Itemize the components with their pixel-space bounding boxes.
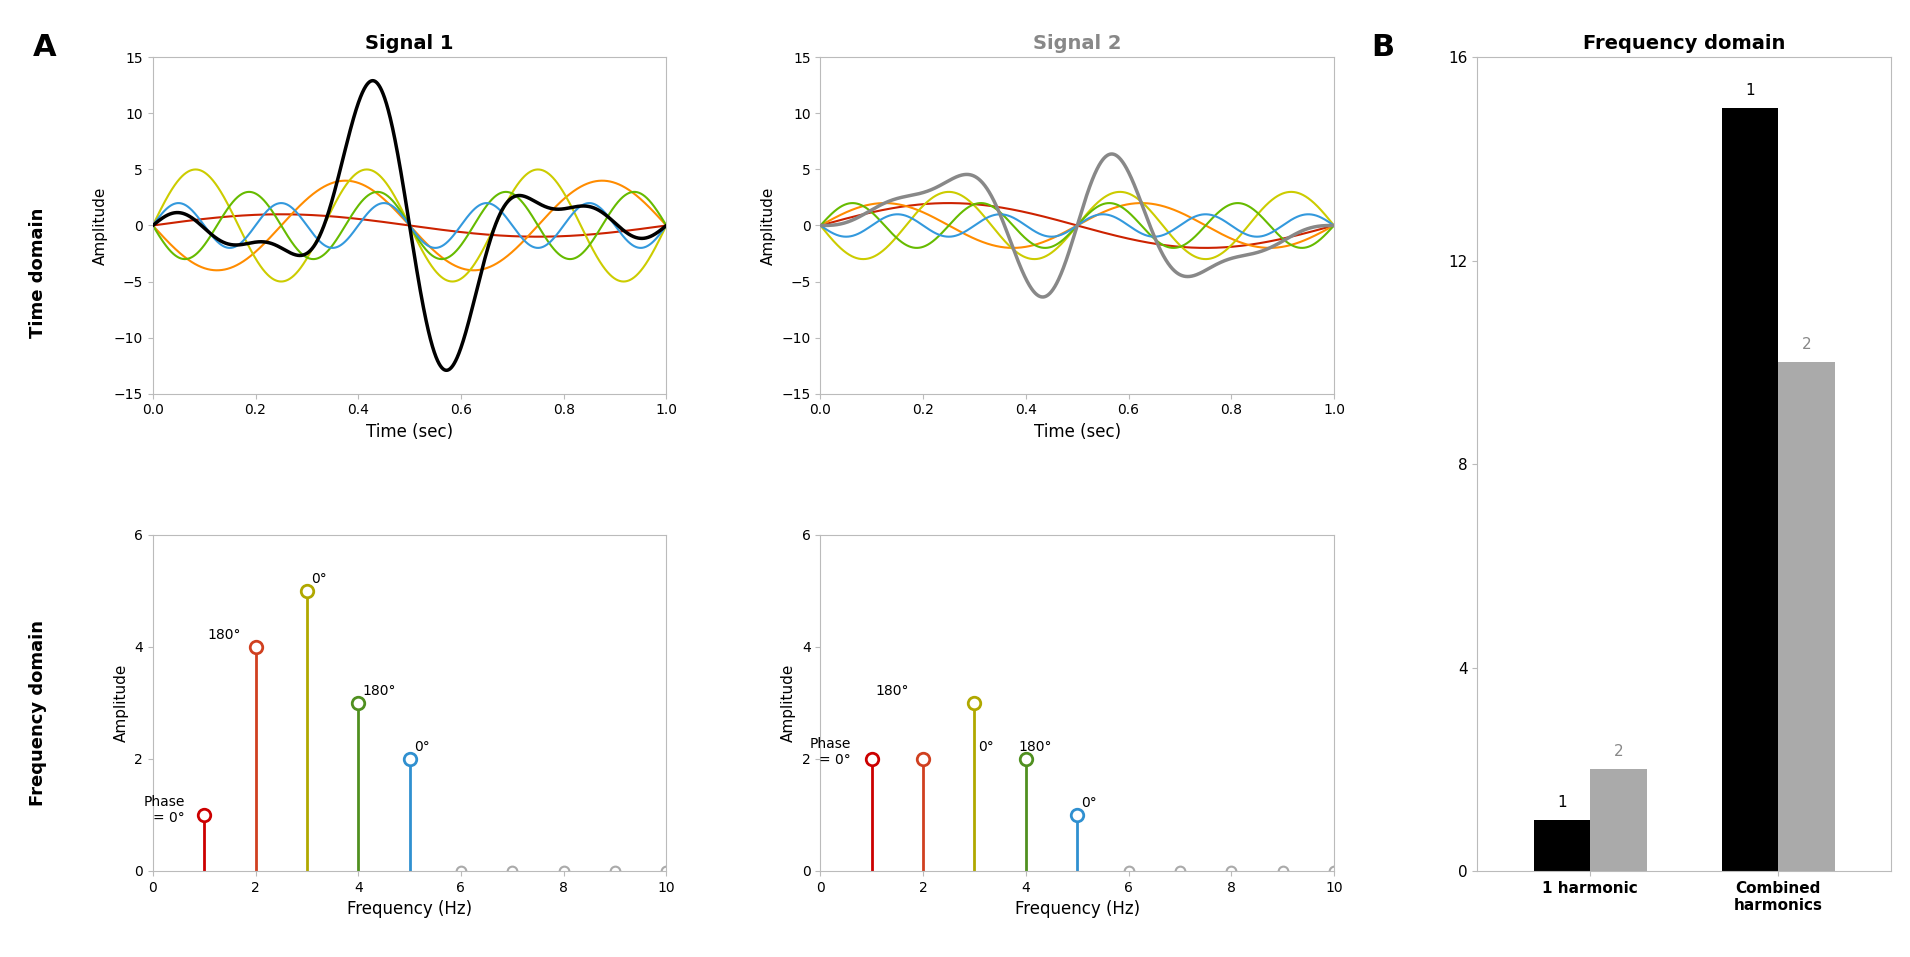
- Text: 0°: 0°: [311, 572, 327, 587]
- Y-axis label: Amplitude: Amplitude: [760, 187, 775, 265]
- Y-axis label: Amplitude: Amplitude: [94, 187, 109, 265]
- Text: 180°: 180°: [875, 684, 909, 699]
- Title: Signal 2: Signal 2: [1033, 34, 1121, 53]
- Bar: [1721, 108, 1778, 871]
- Text: Phase
= 0°: Phase = 0°: [143, 794, 185, 825]
- Text: 0°: 0°: [978, 741, 995, 754]
- Text: 180°: 180°: [1018, 741, 1052, 754]
- Title: Signal 1: Signal 1: [365, 34, 455, 53]
- Title: Frequency domain: Frequency domain: [1583, 34, 1786, 53]
- Text: 1: 1: [1557, 795, 1566, 810]
- Bar: [1534, 820, 1591, 871]
- Text: A: A: [32, 33, 55, 62]
- X-axis label: Frequency (Hz): Frequency (Hz): [348, 901, 472, 918]
- X-axis label: Time (sec): Time (sec): [1033, 423, 1121, 441]
- Y-axis label: Amplitude: Amplitude: [781, 663, 796, 742]
- Text: 1: 1: [1746, 83, 1755, 99]
- Text: 180°: 180°: [363, 684, 395, 699]
- Text: 180°: 180°: [208, 629, 241, 642]
- Bar: [1591, 769, 1646, 871]
- Text: 2: 2: [1614, 744, 1624, 759]
- Text: 0°: 0°: [414, 741, 430, 754]
- Y-axis label: Amplitude: Amplitude: [115, 663, 128, 742]
- Text: Frequency domain: Frequency domain: [29, 620, 48, 806]
- X-axis label: Time (sec): Time (sec): [367, 423, 453, 441]
- Text: Phase
= 0°: Phase = 0°: [810, 737, 852, 768]
- Text: Time domain: Time domain: [29, 208, 48, 338]
- Text: 0°: 0°: [1081, 796, 1096, 811]
- Bar: [1778, 363, 1834, 871]
- Text: B: B: [1371, 33, 1394, 62]
- X-axis label: Frequency (Hz): Frequency (Hz): [1014, 901, 1140, 918]
- Text: 2: 2: [1801, 337, 1811, 352]
